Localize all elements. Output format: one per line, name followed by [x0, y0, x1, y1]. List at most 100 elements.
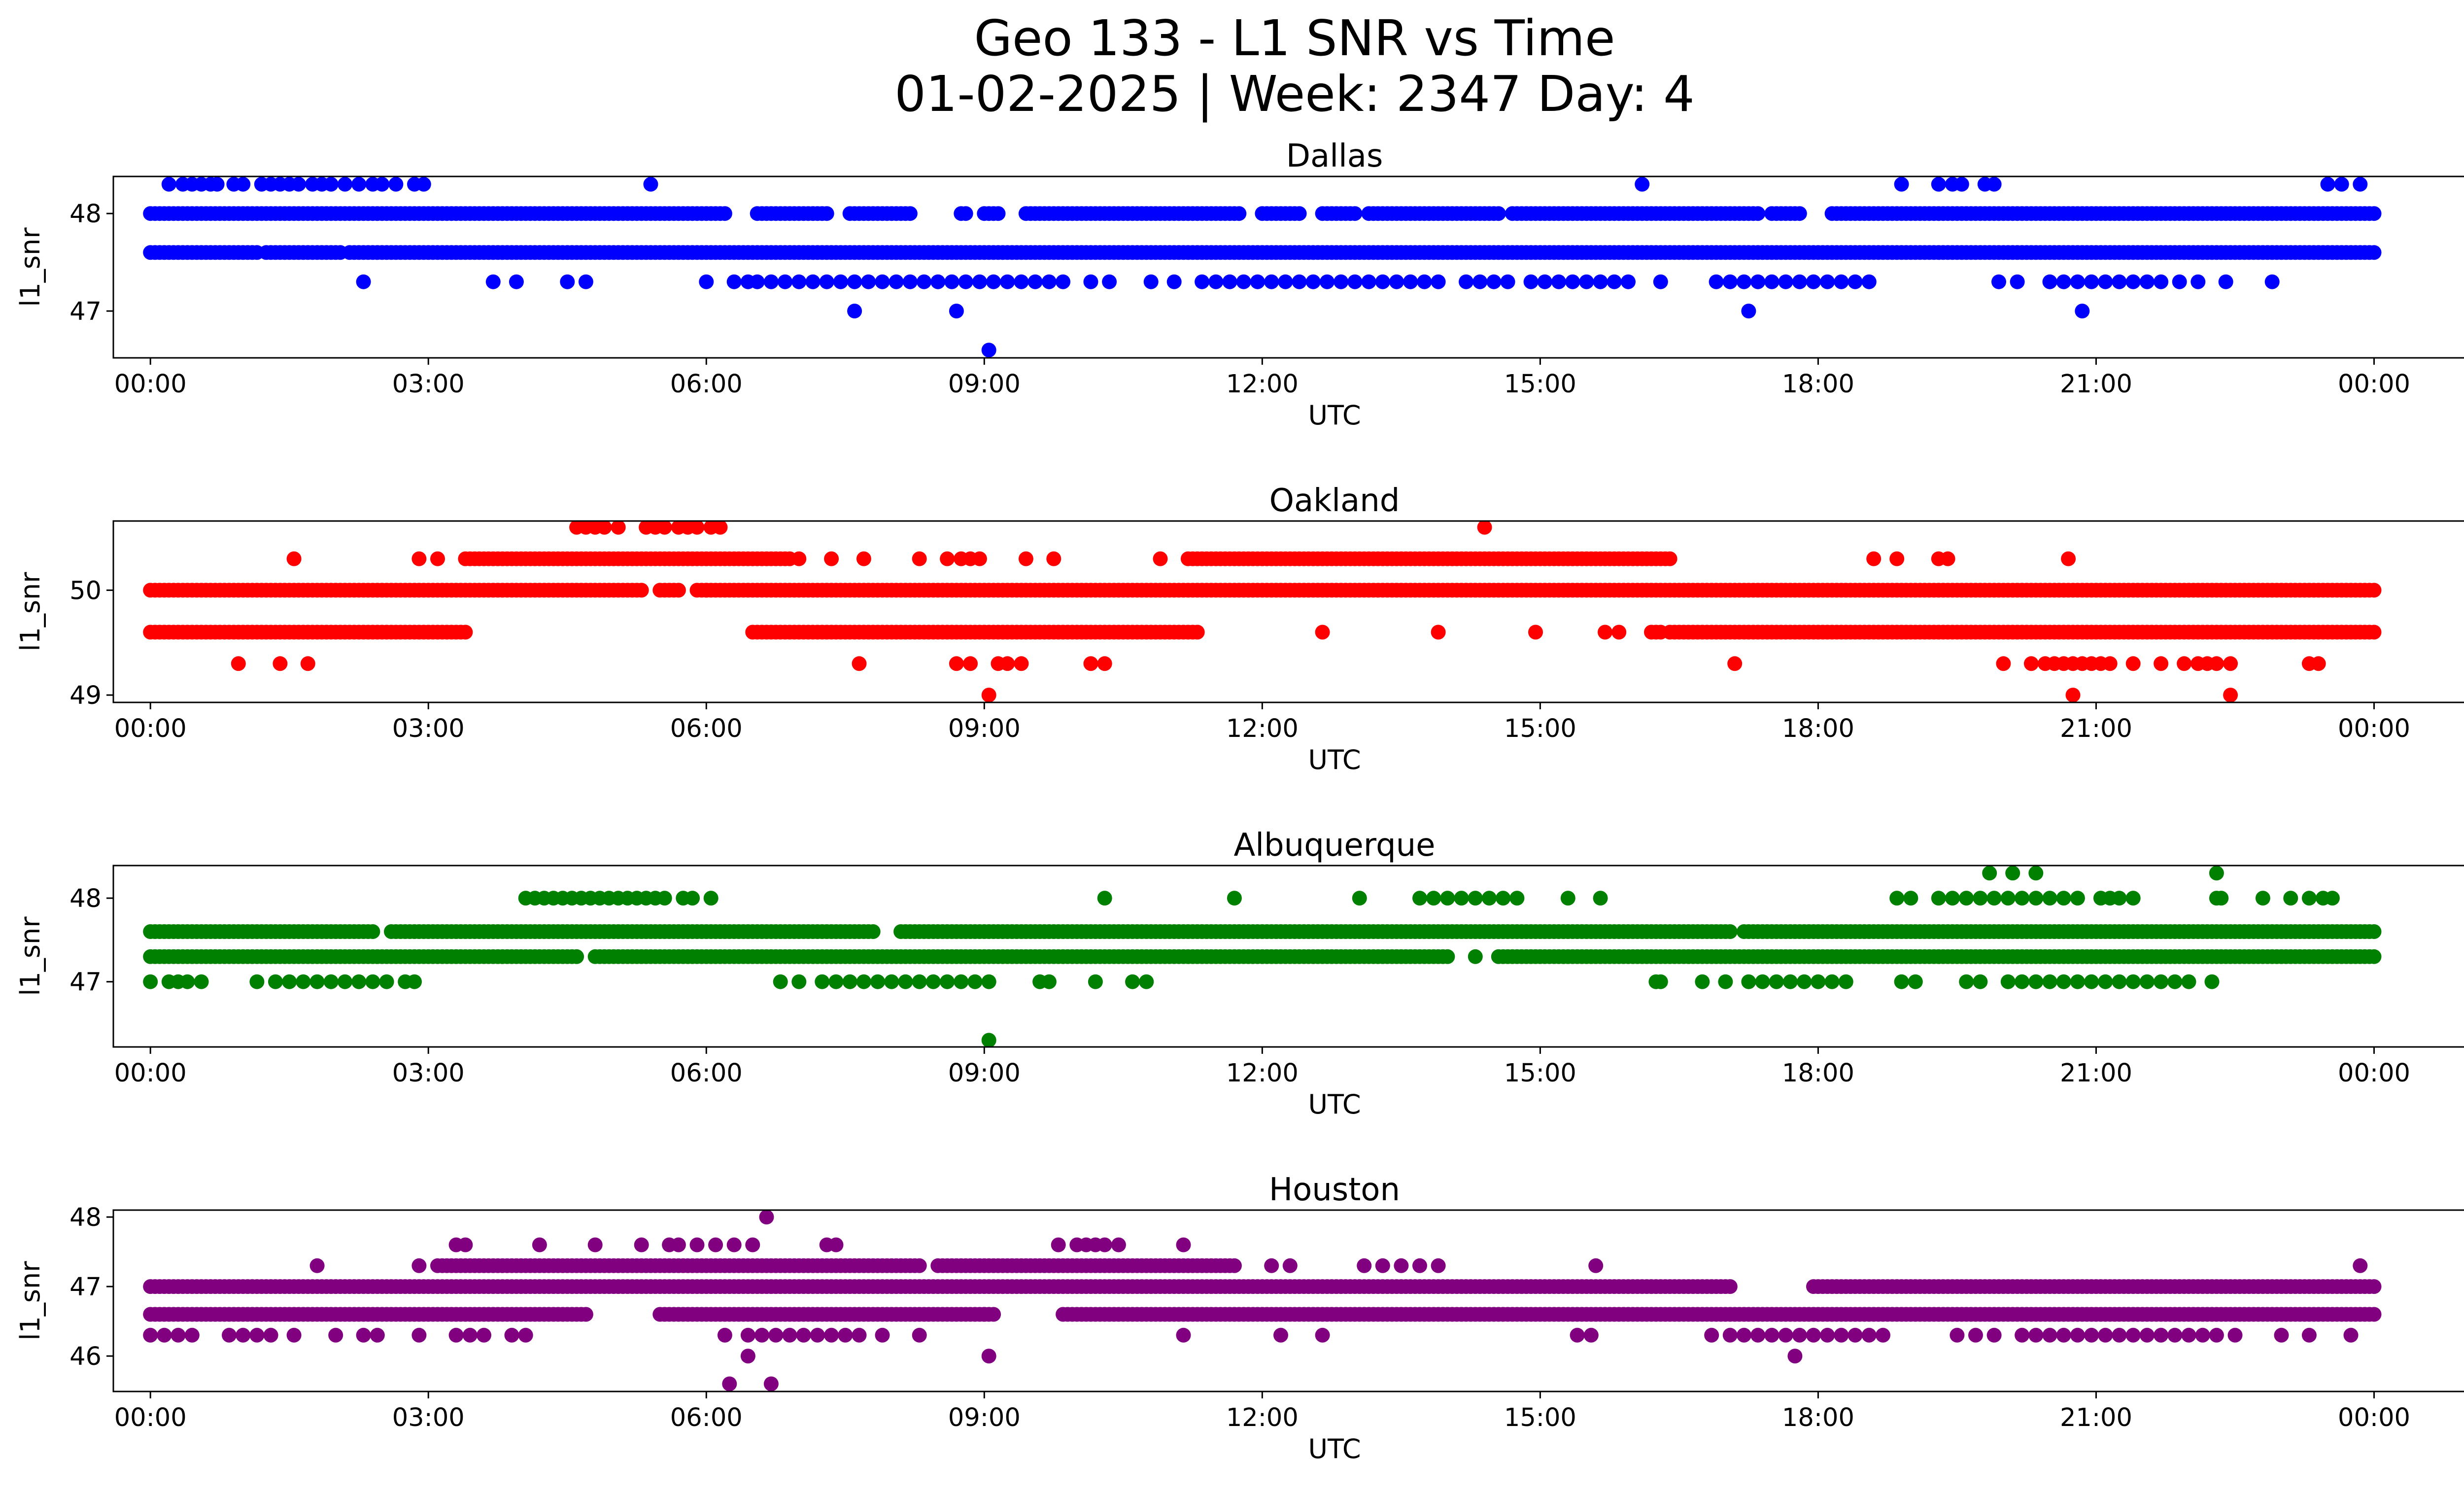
data-point — [1940, 551, 1955, 566]
subplot-dallas: Dallas 00:00 03:00 06:00 09:00 12:00 15:00 18:0… — [15, 138, 2464, 431]
data-point — [657, 891, 672, 906]
data-point — [699, 274, 714, 289]
data-point — [981, 688, 996, 702]
data-point — [1848, 1327, 1863, 1343]
x-tick-label: 00:00 — [2338, 370, 2410, 399]
data-point — [1570, 1327, 1585, 1343]
data-point — [1931, 176, 1946, 192]
x-tick-label: 06:00 — [670, 370, 743, 399]
y-tick-label: 48 — [69, 1203, 102, 1232]
data-point — [685, 891, 700, 906]
data-point — [1102, 274, 1117, 289]
data-point — [981, 343, 996, 358]
y-tick-label: 47 — [69, 297, 102, 326]
data-point — [1153, 551, 1168, 566]
data-point — [852, 656, 867, 671]
data-point — [1472, 274, 1488, 289]
data-point — [1528, 625, 1543, 640]
data-point — [2010, 274, 2025, 289]
data-point — [1973, 891, 1988, 906]
data-point — [1695, 974, 1710, 989]
y-tick-label: 47 — [69, 968, 102, 997]
data-point — [763, 274, 779, 289]
data-point — [1769, 974, 1784, 989]
data-point — [2301, 891, 2317, 906]
data-point — [791, 974, 807, 989]
data-point — [184, 1327, 200, 1343]
data-point — [1273, 1327, 1288, 1343]
data-point — [1931, 891, 1946, 906]
data-point — [1792, 206, 1807, 221]
data-point — [1412, 1258, 1427, 1273]
data-point — [828, 974, 844, 989]
data-point — [977, 1307, 992, 1322]
subplot-title: Dallas — [1286, 138, 1383, 174]
data-point — [2177, 656, 2192, 671]
data-point — [1292, 206, 1307, 221]
x-tick-label: 09:00 — [948, 370, 1021, 399]
x-tick-label: 18:00 — [1782, 714, 1854, 743]
data-point — [1820, 274, 1835, 289]
data-point — [2366, 924, 2382, 939]
data-point — [448, 1327, 464, 1343]
figure-title-line1: Geo 133 - L1 SNR vs Time — [974, 9, 1615, 67]
data-point — [1598, 625, 1612, 640]
data-point — [856, 974, 871, 989]
x-tick-label: 12:00 — [1226, 714, 1299, 743]
data-point — [1232, 206, 1247, 221]
data-point — [1593, 891, 1608, 906]
data-point — [351, 176, 367, 192]
data-point — [1996, 656, 2011, 671]
data-point — [1361, 274, 1376, 289]
data-point — [1468, 949, 1483, 964]
data-point — [2366, 625, 2382, 640]
data-point — [2366, 583, 2382, 598]
data-point — [1621, 274, 1636, 289]
data-point — [2056, 1327, 2071, 1343]
x-tick-label: 21:00 — [2060, 1059, 2132, 1088]
data-point — [963, 656, 978, 671]
data-point — [430, 551, 445, 566]
data-point — [477, 1327, 491, 1343]
data-point — [2125, 891, 2141, 906]
data-point — [1097, 891, 1112, 906]
data-point — [1440, 891, 1455, 906]
data-point — [1491, 206, 1506, 221]
data-point — [611, 521, 626, 535]
data-point — [1227, 1258, 1242, 1273]
data-point — [1607, 274, 1622, 289]
data-point — [902, 274, 918, 289]
x-tick-label: 12:00 — [1226, 370, 1299, 399]
data-point — [2311, 656, 2326, 671]
scatter-series — [143, 1210, 2382, 1391]
data-point — [1722, 1327, 1738, 1343]
data-point — [2125, 274, 2141, 289]
data-point — [1764, 274, 1780, 289]
data-point — [1848, 274, 1863, 289]
data-point — [2209, 866, 2224, 881]
data-point — [1806, 1327, 1821, 1343]
data-point — [2172, 274, 2187, 289]
data-point — [722, 1376, 737, 1391]
data-point — [504, 1327, 519, 1343]
data-point — [958, 206, 973, 221]
data-point — [2028, 1327, 2044, 1343]
data-point — [411, 1258, 427, 1273]
y-tick-label: 49 — [69, 681, 102, 710]
data-point — [1431, 1258, 1446, 1273]
data-point — [1783, 974, 1798, 989]
subplot-oakland: Oakland 00:00 03:00 06:00 09:00 12:00 15:00 18:… — [15, 483, 2464, 775]
data-point — [2125, 656, 2141, 671]
data-point — [1876, 1327, 1890, 1343]
x-axis-label: UTC — [1308, 1433, 1361, 1464]
data-point — [1347, 274, 1363, 289]
data-point — [930, 274, 946, 289]
data-point — [1778, 1327, 1793, 1343]
data-point — [1486, 274, 1502, 289]
data-point — [597, 521, 612, 535]
data-point — [1496, 891, 1511, 906]
data-point — [981, 974, 996, 989]
data-point — [634, 583, 649, 598]
data-point — [759, 1210, 774, 1225]
data-point — [838, 1327, 853, 1343]
